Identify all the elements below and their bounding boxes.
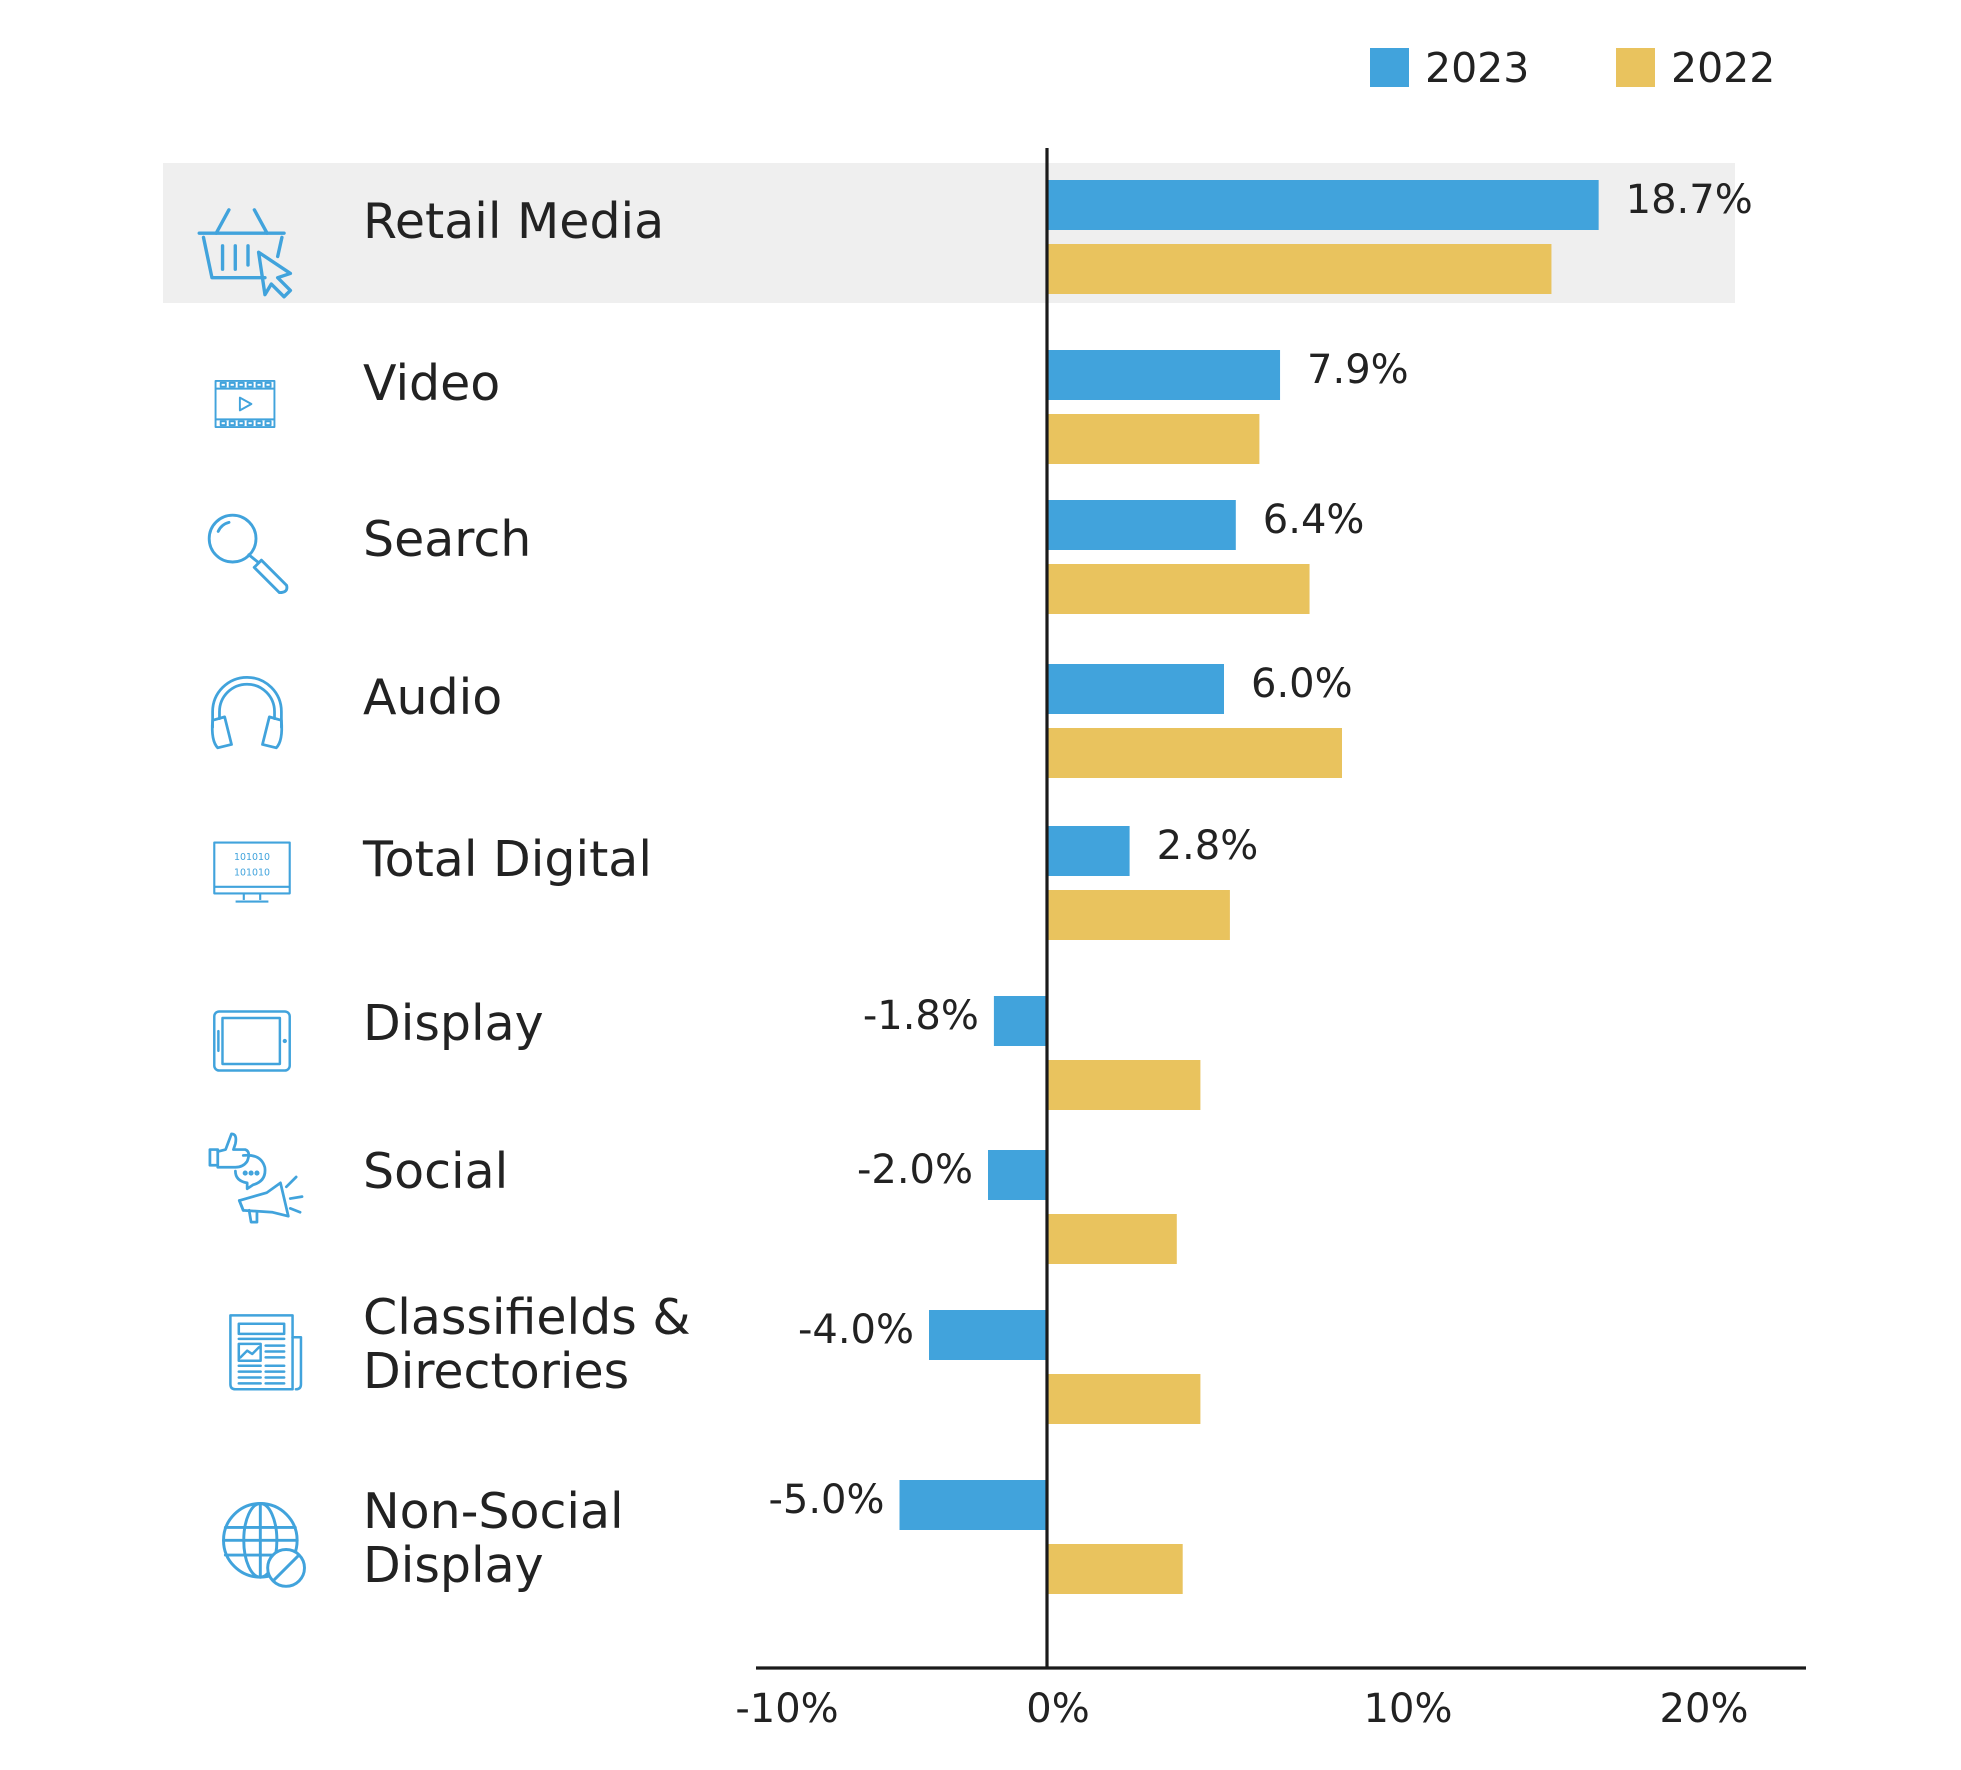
value-label-2023-non-social-display: -5.0% [768,1477,884,1523]
video-film-icon [214,379,276,429]
category-label-display: Display [363,995,544,1052]
bar-2023-search [1047,500,1236,550]
category-label-retail-media: Retail Media [363,193,664,250]
category-label-audio: Audio [363,669,502,726]
bar-2023-classifields-directories [929,1310,1047,1360]
bar-2023-social [988,1150,1047,1200]
globe-blocked-icon [222,1502,306,1588]
binary-monitor-icon [213,841,291,903]
category-label-video: Video [363,355,500,412]
bar-2022-audio [1047,728,1342,778]
category-rows: Retail Media Video Search Audio Total Digita… [197,193,691,1594]
social-megaphone-icon [208,1132,304,1224]
x-tick-label: -10% [735,1686,838,1732]
value-label-2023-classifields-directories: -4.0% [798,1307,914,1353]
bar-2022-non-social-display [1047,1544,1183,1594]
legend-swatch-2023 [1370,48,1409,87]
value-label-2023-video: 7.9% [1307,347,1409,393]
value-label-2023-social: -2.0% [857,1147,973,1193]
bar-2022-total-digital [1047,890,1230,940]
value-label-2023-total-digital: 2.8% [1157,823,1259,869]
bar-2023-non-social-display [899,1480,1047,1530]
x-tick-label: 10% [1364,1686,1453,1732]
legend-label-2023: 2023 [1425,44,1529,92]
value-label-2023-display: -1.8% [863,993,979,1039]
bar-2023-audio [1047,664,1224,714]
category-label-non-social-display: Non-Social Display [363,1483,624,1594]
bar-2022-display [1047,1060,1201,1110]
legend-label-2022: 2022 [1671,44,1775,92]
bar-2023-retail-media [1047,180,1599,230]
value-label-2023-search: 6.4% [1263,497,1365,543]
bars-layer: 18.7% 7.9% 6.4% 6.0% 2.8% -1.8% -2.0% -4.0% -5.0… [768,177,1753,1594]
category-label-classifields-directories: Classifields & Directories [363,1289,691,1400]
x-tick-label: 0% [1026,1686,1089,1732]
bar-2022-retail-media [1047,244,1552,294]
bar-2022-classifields-directories [1047,1374,1201,1424]
legend-swatch-2022 [1616,48,1655,87]
value-label-2023-retail-media: 18.7% [1626,177,1753,223]
magnifier-icon [207,513,289,595]
legend: 2023 2022 [1370,44,1775,92]
bar-2023-display [993,996,1047,1046]
value-label-2023-audio: 6.0% [1251,661,1353,707]
bar-2022-social [1047,1214,1177,1264]
newspaper-icon [229,1314,303,1391]
bar-2022-search [1047,564,1310,614]
bar-2022-video [1047,414,1260,464]
bar-2023-total-digital [1047,826,1130,876]
category-label-search: Search [363,511,531,568]
tablet-icon [212,1010,292,1072]
bar-2023-video [1047,350,1281,400]
category-label-social: Social [363,1143,508,1200]
x-tick-label: 20% [1660,1686,1749,1732]
x-axis-ticks: -10% 0% 10% 20% [735,1686,1748,1732]
category-label-total-digital: Total Digital [362,831,652,888]
headphones-icon [210,675,284,750]
